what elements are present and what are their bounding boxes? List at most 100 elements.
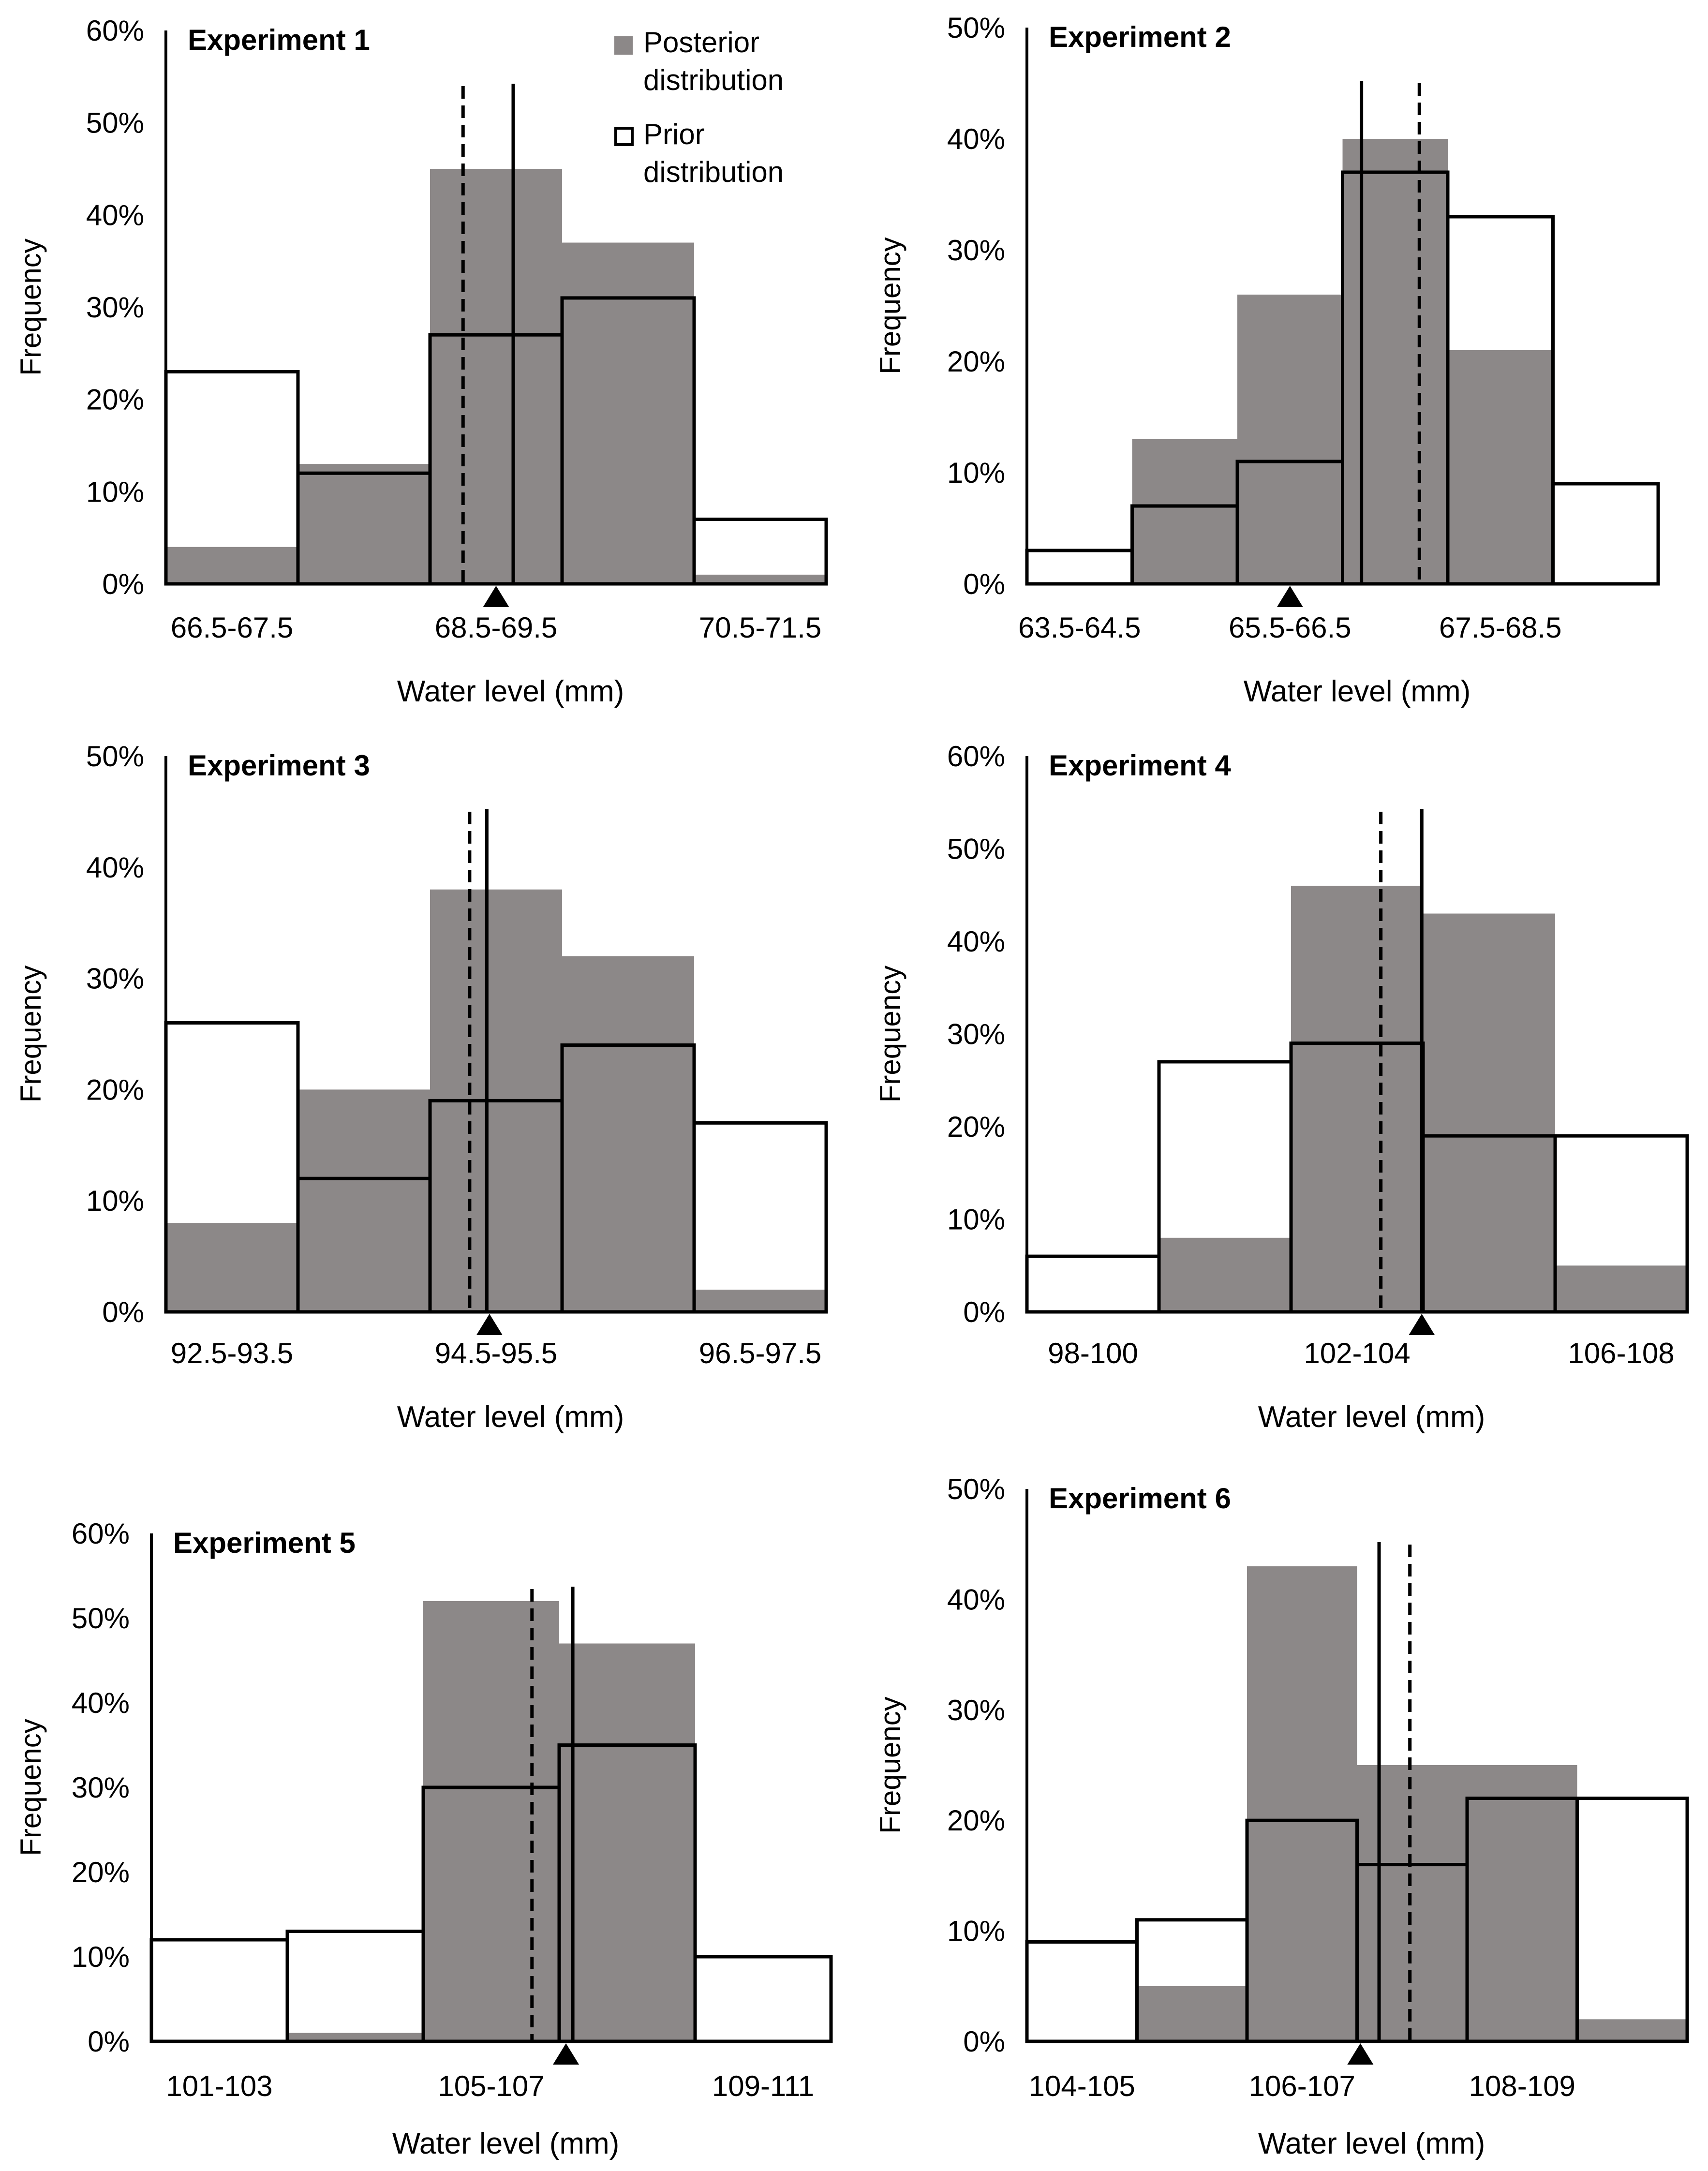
- posterior-bar: [1342, 139, 1448, 584]
- chart-panel-3: 0% 10% 20% 30% 40% 50% 92.5-93.5 94.5-95.5 96.5-…: [15, 740, 828, 1434]
- posterior-bar: [1247, 1566, 1357, 2041]
- y-tick-label: 50%: [947, 1473, 1005, 1505]
- posterior-bar: [1555, 1265, 1687, 1312]
- y-tick-label: 0%: [88, 2025, 130, 2058]
- chart-title: Experiment 2: [1049, 21, 1231, 53]
- x-tick-label: 109-111: [712, 2070, 814, 2102]
- legend-posterior-label: Posterior: [643, 26, 759, 59]
- x-tick-label: 106-108: [1568, 1337, 1674, 1369]
- y-axis-label: Frequency: [15, 966, 47, 1102]
- posterior-bar: [298, 1089, 430, 1312]
- posterior-bar: [1137, 1986, 1247, 2041]
- x-tick-label: 70.5-71.5: [699, 611, 822, 644]
- y-tick-label: 40%: [947, 925, 1005, 958]
- y-tick-label: 60%: [72, 1517, 130, 1550]
- posterior-bar: [694, 574, 826, 584]
- posterior-bar: [1132, 439, 1237, 584]
- y-tick-label: 10%: [72, 1941, 130, 1973]
- y-tick-label: 60%: [947, 740, 1005, 773]
- posterior-bar: [430, 169, 562, 584]
- x-tick-label: 104-105: [1029, 2070, 1135, 2102]
- y-tick-label: 40%: [947, 1583, 1005, 1616]
- posterior-bar: [1159, 1237, 1291, 1312]
- y-tick-label: 20%: [72, 1856, 130, 1888]
- y-tick-label: 50%: [72, 1602, 130, 1635]
- legend-prior-label: distribution: [643, 156, 784, 188]
- y-tick-label: 0%: [102, 1296, 144, 1328]
- x-tick-label: 94.5-95.5: [435, 1337, 558, 1369]
- x-tick-label: 66.5-67.5: [171, 611, 294, 644]
- y-tick-label: 30%: [72, 1771, 130, 1804]
- y-tick-label: 30%: [947, 234, 1005, 267]
- legend-prior-swatch: [614, 127, 634, 146]
- y-axis-label: Frequency: [874, 966, 906, 1102]
- y-axis-label: Frequency: [15, 238, 47, 375]
- chart-title: Experiment 4: [1049, 749, 1231, 782]
- y-tick-label: 0%: [963, 1296, 1005, 1328]
- posterior-bar: [694, 1290, 826, 1312]
- posterior-bar: [166, 547, 298, 584]
- chart-title: Experiment 6: [1049, 1482, 1231, 1515]
- chart-panel-5: 0% 10% 20% 30% 40% 50% 60% 101-103 105-107 109-11…: [15, 1517, 833, 2160]
- x-tick-label: 68.5-69.5: [435, 611, 558, 644]
- x-tick-label: 67.5-68.5: [1439, 611, 1562, 644]
- legend: Posterior distribution Prior distribution: [614, 26, 784, 188]
- chart-panel-4: 0% 10% 20% 30% 40% 50% 60% 98-100 102-104 106-108…: [874, 740, 1689, 1434]
- chart-panel-1: 0% 10% 20% 30% 40% 50% 60% 66.5-67.5 68.5-69.5 70…: [15, 15, 828, 708]
- chart-title: Experiment 5: [173, 1527, 356, 1559]
- observed-value-triangle: [1347, 2043, 1374, 2065]
- x-tick-label: 98-100: [1048, 1337, 1138, 1369]
- observed-value-triangle: [476, 1314, 503, 1335]
- x-axis-label: Water level (mm): [397, 675, 624, 708]
- posterior-bar: [287, 2033, 423, 2041]
- posterior-bar: [166, 1223, 298, 1312]
- x-tick-label: 92.5-93.5: [171, 1337, 294, 1369]
- y-tick-label: 0%: [102, 568, 144, 600]
- posterior-bar: [1237, 295, 1343, 584]
- y-tick-label: 30%: [86, 291, 144, 324]
- y-tick-label: 10%: [86, 1185, 144, 1217]
- y-axis-label: Frequency: [874, 1696, 906, 1833]
- y-tick-label: 40%: [947, 123, 1005, 155]
- legend-prior-label: Prior: [643, 118, 705, 150]
- y-tick-label: 40%: [86, 851, 144, 884]
- x-tick-label: 96.5-97.5: [699, 1337, 822, 1369]
- x-axis-label: Water level (mm): [1258, 1400, 1485, 1434]
- observed-value-triangle: [1277, 586, 1303, 607]
- observed-value-triangle: [553, 2043, 579, 2065]
- y-tick-label: 20%: [86, 1073, 144, 1106]
- x-tick-label: 102-104: [1304, 1337, 1410, 1369]
- chart-title: Experiment 3: [188, 749, 370, 782]
- legend-posterior-label: distribution: [643, 64, 784, 96]
- y-tick-label: 20%: [86, 384, 144, 416]
- x-tick-label: 106-107: [1249, 2070, 1355, 2102]
- y-tick-label: 20%: [947, 1804, 1005, 1837]
- y-tick-label: 30%: [947, 1018, 1005, 1051]
- y-tick-label: 10%: [947, 1204, 1005, 1236]
- posterior-bar: [1467, 1765, 1577, 2041]
- y-axis-label: Frequency: [15, 1719, 47, 1856]
- y-tick-label: 20%: [947, 1111, 1005, 1143]
- x-tick-label: 108-109: [1469, 2070, 1575, 2102]
- posterior-bar: [1577, 2019, 1687, 2041]
- y-tick-label: 20%: [947, 345, 1005, 378]
- y-tick-label: 40%: [86, 199, 144, 231]
- x-axis-label: Water level (mm): [392, 2127, 620, 2160]
- posterior-bar: [298, 464, 430, 584]
- y-tick-label: 30%: [947, 1694, 1005, 1726]
- posterior-bar: [1357, 1765, 1467, 2041]
- posterior-bar: [1448, 350, 1553, 584]
- y-tick-label: 0%: [963, 568, 1005, 600]
- x-tick-label: 105-107: [438, 2070, 544, 2102]
- y-tick-label: 10%: [86, 476, 144, 508]
- posterior-bar: [1423, 913, 1555, 1312]
- chart-title: Experiment 1: [188, 24, 370, 56]
- x-axis-label: Water level (mm): [397, 1400, 624, 1434]
- y-tick-label: 50%: [947, 12, 1005, 44]
- y-tick-label: 60%: [86, 15, 144, 47]
- x-tick-label: 63.5-64.5: [1018, 611, 1141, 644]
- x-tick-label: 101-103: [166, 2070, 272, 2102]
- posterior-bar: [562, 242, 694, 584]
- observed-value-triangle: [1409, 1314, 1435, 1335]
- posterior-bar: [423, 1601, 559, 2041]
